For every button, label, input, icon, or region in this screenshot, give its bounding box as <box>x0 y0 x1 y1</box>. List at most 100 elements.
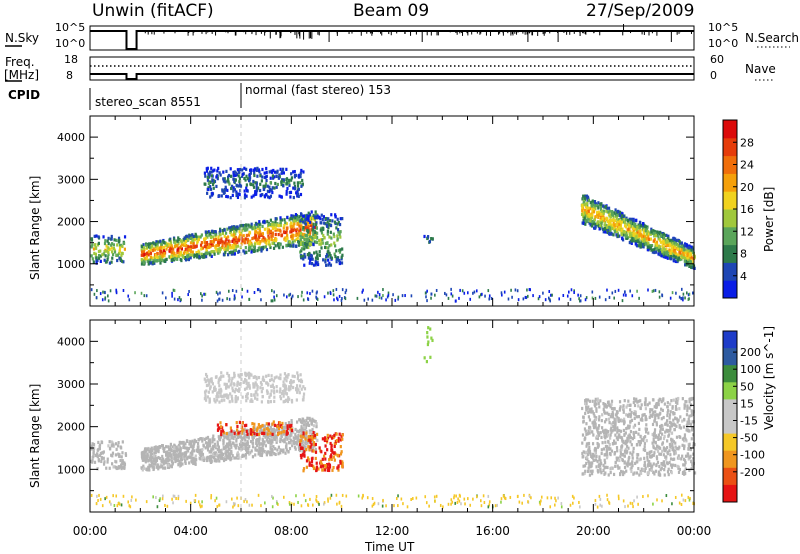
nave-lo-tick: 0 <box>710 69 717 82</box>
echo-cell <box>232 441 235 446</box>
echo-cell <box>623 417 626 421</box>
echo-cell <box>581 406 584 411</box>
echo-cell <box>673 245 677 249</box>
echo-cell <box>184 446 187 450</box>
echo-cell <box>226 371 229 375</box>
echo-cell <box>278 194 281 198</box>
echo-cell <box>301 449 304 453</box>
echo-cell <box>111 451 115 455</box>
freq-hi-tick: 18 <box>64 53 78 66</box>
echo-cell <box>264 444 267 448</box>
echo-cell <box>186 449 190 453</box>
echo-cell <box>307 297 310 301</box>
echo-cell <box>605 209 608 213</box>
echo-cell <box>115 447 118 451</box>
echo-cell <box>207 442 210 446</box>
echo-cell <box>591 213 594 217</box>
echo-cell <box>159 249 162 253</box>
echo-cell <box>287 396 290 400</box>
echo-cell <box>636 225 639 229</box>
echo-cell <box>175 453 178 457</box>
echo-cell <box>245 445 248 450</box>
echo-cell <box>205 374 209 379</box>
echo-cell <box>324 216 327 221</box>
echo-cell <box>584 196 587 200</box>
echo-cell <box>680 243 684 248</box>
echo-cell <box>318 242 321 246</box>
nave-label: Nave <box>745 62 776 76</box>
echo-cell <box>221 452 224 456</box>
echo-cell <box>147 465 150 470</box>
echo-cell <box>155 240 158 244</box>
echo-cell <box>177 463 180 467</box>
echo-cell <box>261 175 264 179</box>
cpid-segment-1: stereo_scan 8551 <box>95 95 201 109</box>
echo-cell <box>218 249 221 254</box>
echo-cell <box>191 452 194 456</box>
echo-cell <box>216 251 220 255</box>
echo-cell <box>296 184 300 188</box>
echo-cell <box>229 196 232 200</box>
echo-cell <box>231 289 234 293</box>
echo-cell <box>558 297 561 301</box>
echo-cell <box>254 226 257 230</box>
echo-cell <box>587 209 590 213</box>
echo-cell <box>273 423 276 427</box>
echo-cell <box>631 239 634 243</box>
echo-cell <box>681 246 684 250</box>
echo-cell <box>152 261 155 265</box>
echo-cell <box>682 296 684 300</box>
echo-cell <box>242 428 245 432</box>
echo-cell <box>110 237 113 241</box>
echo-cell <box>612 233 615 237</box>
echo-cell <box>191 253 194 257</box>
echo-cell <box>251 455 255 459</box>
echo-cell <box>183 242 186 246</box>
echo-cell <box>223 393 226 397</box>
echo-cell <box>636 456 639 460</box>
echo-cell <box>597 401 600 405</box>
echo-cell <box>285 295 288 299</box>
echo-cell <box>583 427 587 431</box>
echo-cell <box>375 294 378 298</box>
echo-cell <box>252 185 256 189</box>
echo-cell <box>312 424 315 428</box>
echo-cell <box>637 223 640 227</box>
echo-cell <box>640 234 644 238</box>
echo-cell <box>599 205 602 209</box>
echo-cell <box>108 446 112 450</box>
echo-cell <box>258 432 261 436</box>
echo-cell <box>283 237 286 241</box>
echo-cell <box>332 455 335 459</box>
echo-cell <box>326 229 329 233</box>
echo-cell <box>279 387 282 391</box>
echo-cell <box>478 295 481 299</box>
echo-cell <box>297 445 300 449</box>
echo-cell <box>284 221 287 225</box>
echo-cell <box>329 263 333 267</box>
echo-cell <box>670 255 673 259</box>
echo-cell <box>324 222 327 226</box>
echo-cell <box>249 171 252 175</box>
echo-cell <box>295 398 298 402</box>
echo-cell <box>582 200 585 204</box>
echo-cell <box>306 239 309 243</box>
echo-cell <box>300 387 303 391</box>
echo-cell <box>231 246 234 250</box>
echo-cell <box>209 235 213 240</box>
echo-cell <box>176 447 179 451</box>
echo-cell <box>316 257 319 261</box>
echo-cell <box>284 422 287 426</box>
echo-cell <box>586 203 589 207</box>
echo-cell <box>210 250 213 254</box>
echo-cell <box>687 245 691 250</box>
echo-cell <box>110 246 113 250</box>
echo-cell <box>220 371 223 375</box>
echo-cell <box>242 249 245 253</box>
echo-cell <box>226 247 229 252</box>
echo-cell <box>93 292 96 296</box>
echo-cell <box>191 233 194 237</box>
echo-cell <box>267 234 270 238</box>
echo-cell <box>244 178 247 182</box>
echo-cell <box>162 449 165 453</box>
